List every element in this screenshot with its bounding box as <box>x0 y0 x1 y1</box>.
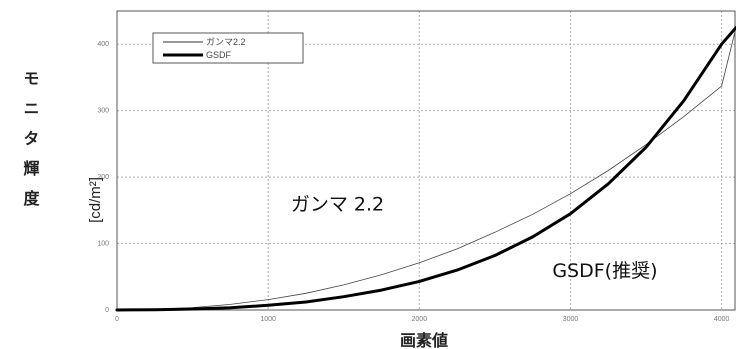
plot-frame <box>116 10 736 311</box>
y-tick-labels: 0 100 200 300 400 <box>97 41 109 314</box>
legend-label-gamma22: ガンマ2.2 <box>206 37 246 47</box>
x-tick-label: 1000 <box>260 316 276 323</box>
x-tick-labels: 0 1000 2000 3000 4000 <box>115 316 729 323</box>
y-axis-unit: [cd/m²] <box>87 177 104 223</box>
x-tick-label: 0 <box>115 316 119 323</box>
y-axis-label: モニタ輝度 <box>21 70 40 220</box>
grid-lines <box>117 11 736 310</box>
annotation-gamma22: ガンマ 2.2 <box>291 193 384 215</box>
legend-label-gsdf: GSDF <box>206 50 232 60</box>
annotation-gsdf-recommended: GSDF(推奨) <box>552 260 657 282</box>
series-line-gsdf <box>115 26 736 312</box>
x-axis-label: 画素値 <box>400 331 448 349</box>
y-tick-label: 0 <box>105 307 109 314</box>
y-tick-label: 200 <box>97 174 109 181</box>
legend-box <box>152 32 304 64</box>
legend: ガンマ2.2 GSDF <box>152 32 304 64</box>
y-tick-label: 400 <box>97 41 109 48</box>
series-lines <box>115 26 736 312</box>
x-tick-label: 3000 <box>563 316 579 323</box>
y-tick-label: 100 <box>97 241 109 248</box>
x-tick-label: 2000 <box>412 316 428 323</box>
y-tick-label: 300 <box>97 108 109 115</box>
x-tick-label: 4000 <box>714 316 730 323</box>
